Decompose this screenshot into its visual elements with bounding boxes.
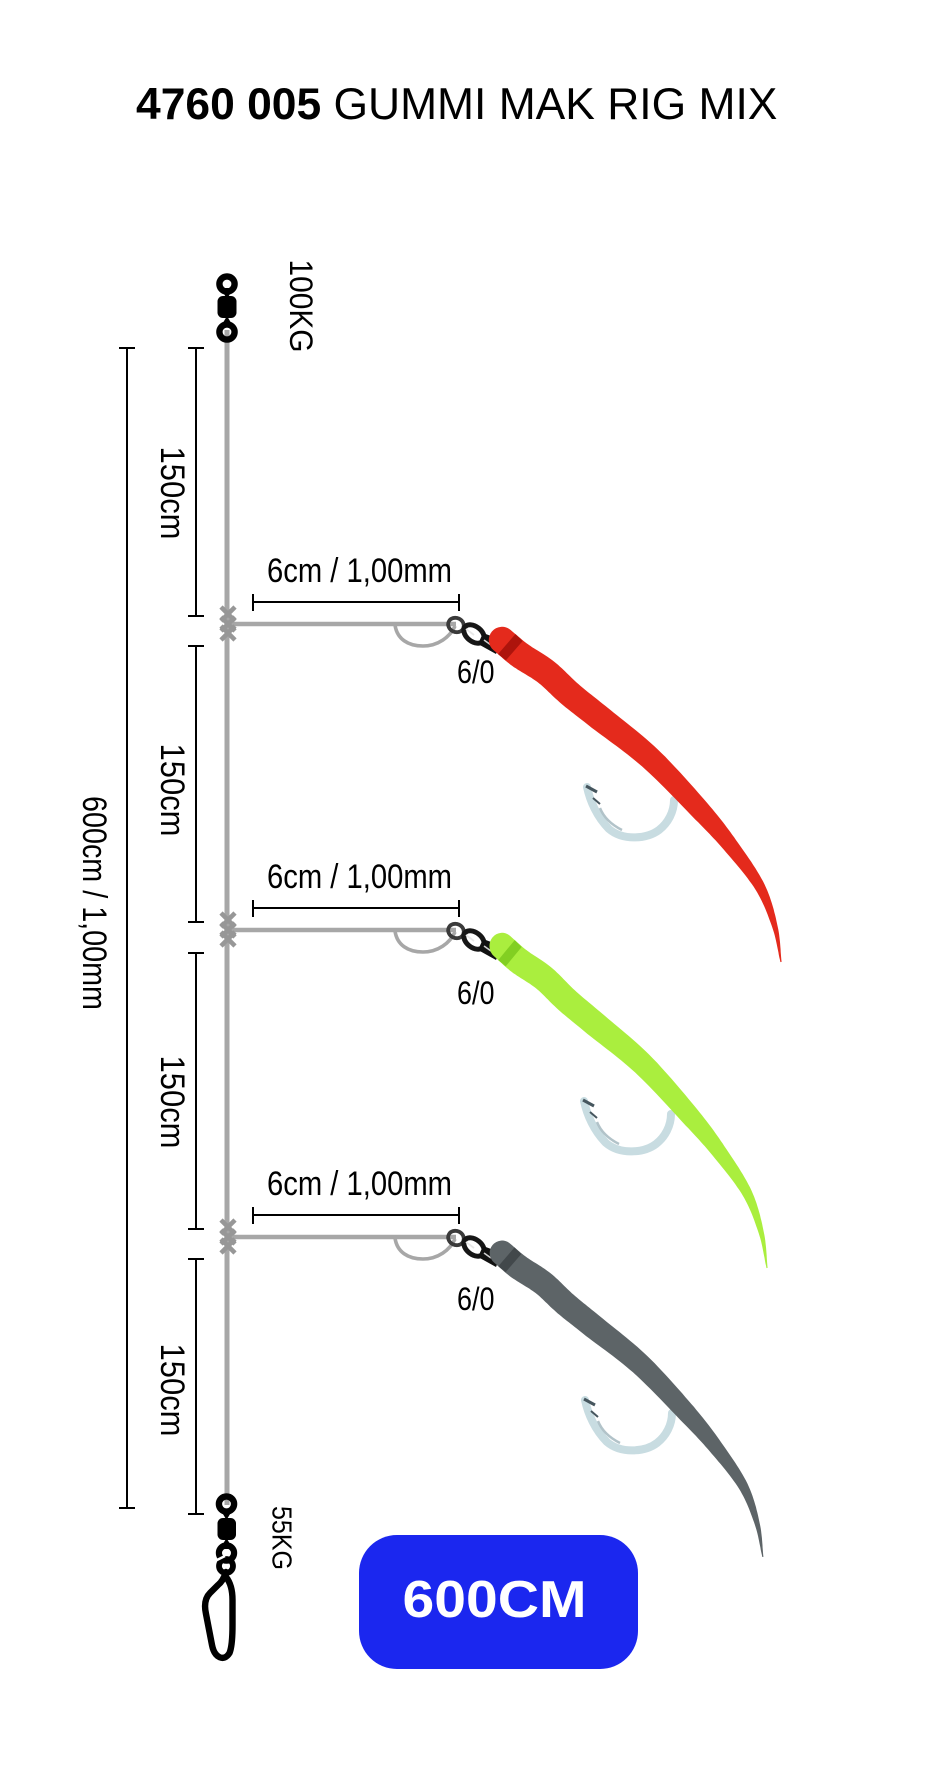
svg-text:6/0: 6/0: [457, 654, 495, 690]
svg-text:150cm: 150cm: [153, 744, 191, 837]
svg-text:4760 005 GUMMI MAK RIG MIX: 4760 005 GUMMI MAK RIG MIX: [136, 80, 777, 129]
svg-text:6cm / 1,00mm: 6cm / 1,00mm: [267, 858, 452, 896]
svg-text:150cm: 150cm: [153, 447, 191, 540]
svg-text:600cm / 1,00mm: 600cm / 1,00mm: [75, 796, 113, 1010]
svg-text:55KG: 55KG: [267, 1506, 298, 1570]
svg-text:6cm / 1,00mm: 6cm / 1,00mm: [267, 1165, 452, 1203]
svg-text:6/0: 6/0: [457, 975, 495, 1011]
svg-text:100KG: 100KG: [283, 260, 319, 353]
svg-text:150cm: 150cm: [153, 1344, 191, 1437]
svg-text:150cm: 150cm: [153, 1056, 191, 1149]
svg-text:6/0: 6/0: [457, 1281, 495, 1317]
svg-text:600CM: 600CM: [403, 1571, 587, 1629]
svg-text:6cm / 1,00mm: 6cm / 1,00mm: [267, 552, 452, 590]
